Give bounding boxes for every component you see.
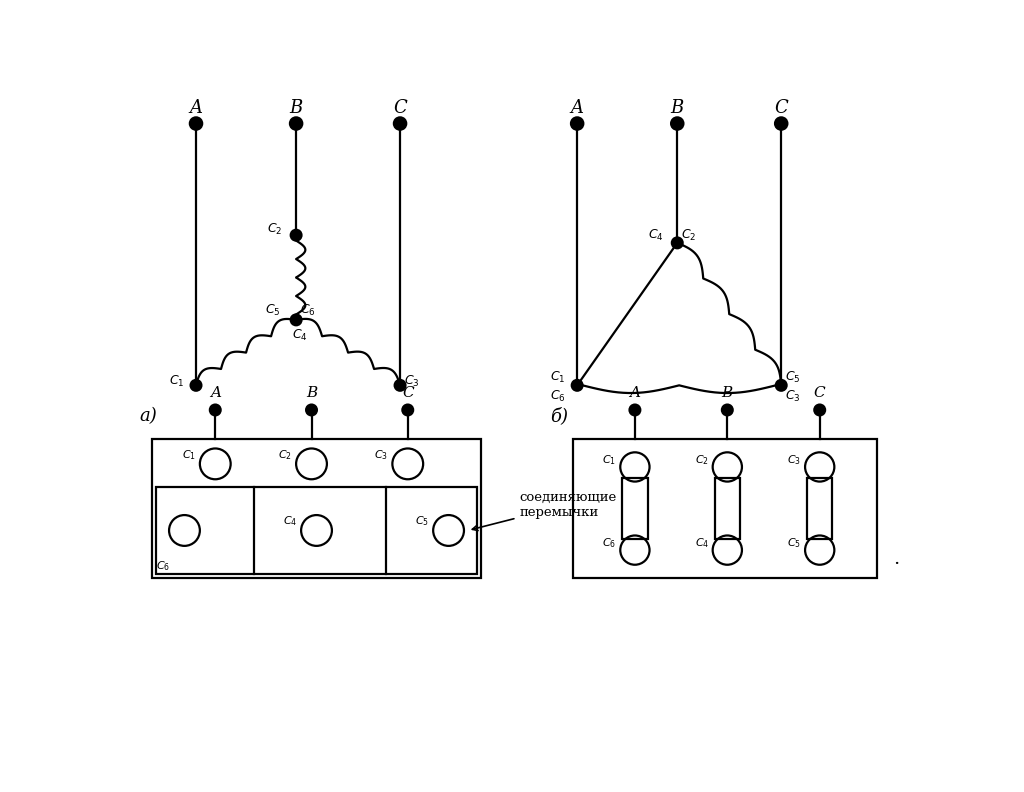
Circle shape bbox=[571, 117, 584, 130]
Text: б): б) bbox=[550, 407, 568, 425]
Text: $C_4$: $C_4$ bbox=[283, 514, 297, 528]
Text: $C_3$: $C_3$ bbox=[403, 374, 420, 389]
Text: $C_1$: $C_1$ bbox=[602, 453, 616, 466]
Bar bbox=[156, 487, 477, 574]
Text: C: C bbox=[814, 386, 825, 400]
Text: a): a) bbox=[140, 407, 158, 425]
Circle shape bbox=[671, 117, 683, 130]
Circle shape bbox=[306, 405, 316, 415]
Text: $C_2$: $C_2$ bbox=[681, 227, 696, 242]
Text: $C_5$: $C_5$ bbox=[416, 514, 429, 528]
Text: $C_5$: $C_5$ bbox=[787, 536, 801, 550]
Circle shape bbox=[722, 405, 733, 415]
Text: $C_3$: $C_3$ bbox=[375, 447, 388, 462]
Circle shape bbox=[672, 238, 683, 248]
Text: соединяющие
перемычки: соединяющие перемычки bbox=[472, 491, 616, 531]
Circle shape bbox=[776, 380, 786, 390]
Text: B: B bbox=[290, 99, 303, 117]
Circle shape bbox=[571, 380, 583, 390]
Circle shape bbox=[630, 405, 640, 415]
Text: $C_4$: $C_4$ bbox=[648, 227, 664, 242]
Text: A: A bbox=[189, 99, 203, 117]
Text: $C_6$: $C_6$ bbox=[550, 389, 565, 404]
Text: C: C bbox=[402, 386, 414, 400]
Text: C: C bbox=[774, 99, 788, 117]
Text: B: B bbox=[722, 386, 733, 400]
Text: $C_6$: $C_6$ bbox=[300, 303, 315, 318]
Circle shape bbox=[394, 117, 407, 130]
Text: $C_1$: $C_1$ bbox=[550, 370, 565, 385]
Bar bbox=[623, 478, 647, 539]
Text: $C_5$: $C_5$ bbox=[265, 303, 281, 318]
Text: $C_3$: $C_3$ bbox=[787, 453, 801, 466]
Text: $C_4$: $C_4$ bbox=[292, 328, 308, 343]
Text: $C_2$: $C_2$ bbox=[267, 222, 283, 237]
Text: $C_1$: $C_1$ bbox=[182, 447, 196, 462]
Circle shape bbox=[814, 405, 825, 415]
Bar bbox=[715, 478, 740, 539]
Circle shape bbox=[190, 380, 202, 390]
Text: B: B bbox=[671, 99, 684, 117]
Text: .: . bbox=[894, 550, 900, 568]
Text: $C_2$: $C_2$ bbox=[279, 447, 292, 462]
Text: A: A bbox=[210, 386, 221, 400]
Text: $C_1$: $C_1$ bbox=[169, 374, 184, 389]
Bar bbox=[153, 440, 481, 578]
Text: $C_2$: $C_2$ bbox=[695, 453, 709, 466]
Circle shape bbox=[775, 117, 787, 130]
Text: C: C bbox=[393, 99, 407, 117]
Text: $C_6$: $C_6$ bbox=[156, 559, 170, 573]
Circle shape bbox=[291, 230, 301, 241]
Text: $C_4$: $C_4$ bbox=[694, 536, 709, 550]
Text: B: B bbox=[306, 386, 317, 400]
Circle shape bbox=[291, 314, 301, 326]
Text: $C_3$: $C_3$ bbox=[785, 389, 801, 404]
Text: $C_5$: $C_5$ bbox=[785, 370, 801, 385]
Circle shape bbox=[210, 405, 220, 415]
Text: A: A bbox=[570, 99, 584, 117]
Circle shape bbox=[290, 117, 302, 130]
Circle shape bbox=[394, 380, 406, 390]
Bar bbox=[573, 440, 878, 578]
Text: A: A bbox=[630, 386, 640, 400]
Circle shape bbox=[189, 117, 202, 130]
Bar bbox=[807, 478, 833, 539]
Circle shape bbox=[402, 405, 413, 415]
Text: $C_6$: $C_6$ bbox=[602, 536, 616, 550]
